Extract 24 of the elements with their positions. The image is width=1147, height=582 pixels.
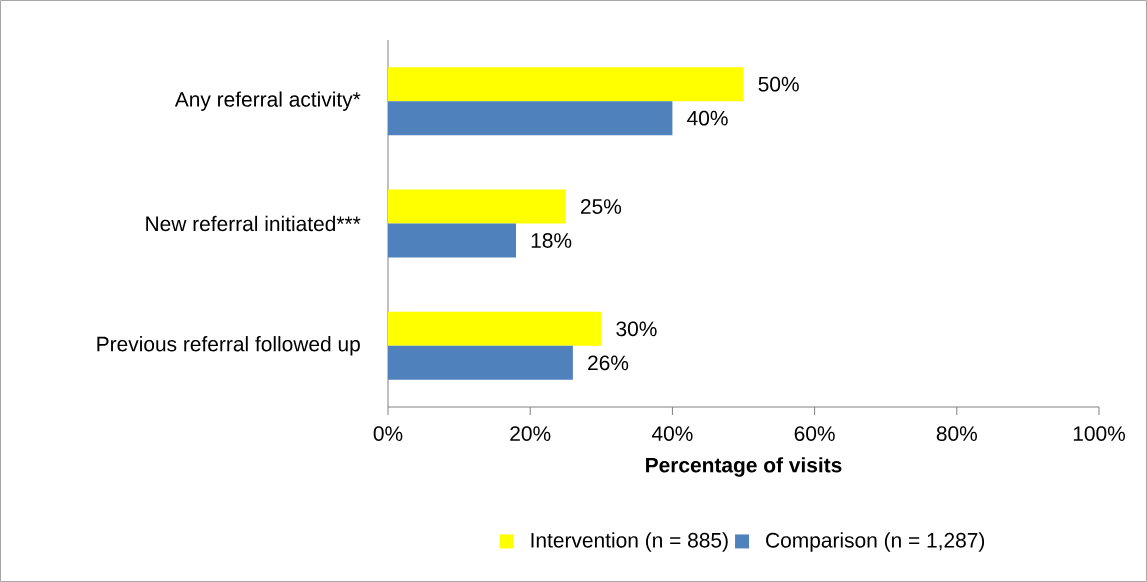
bar	[388, 311, 602, 346]
legend-label: Comparison (n = 1,287)	[766, 532, 985, 552]
bar	[388, 345, 573, 380]
x-tick-label: 80%	[936, 426, 977, 441]
x-tick-label: 20%	[510, 426, 551, 441]
legend-label: Intervention (n = 885)	[531, 532, 728, 552]
bar	[388, 67, 744, 102]
x-tick-label: 0%	[373, 426, 403, 441]
data-label: 25%	[581, 199, 622, 214]
data-label: 18%	[531, 233, 572, 248]
bar	[388, 101, 673, 136]
y-tick-label: New referral initiated***	[146, 215, 361, 232]
x-axis-title: Percentage of visits	[646, 457, 842, 477]
bar	[388, 189, 566, 224]
x-tick-label: 60%	[794, 426, 835, 441]
data-label: 30%	[616, 321, 657, 337]
y-tick-label: Previous referral followed up	[97, 336, 360, 356]
data-label: 50%	[758, 76, 799, 92]
bar	[388, 223, 516, 258]
y-tick-label: Any referral activity*	[174, 91, 361, 111]
x-tick-label: 100%	[1073, 426, 1126, 441]
data-label: 26%	[588, 355, 629, 371]
x-tick-label: 40%	[651, 426, 693, 441]
data-label: 40%	[687, 110, 728, 126]
